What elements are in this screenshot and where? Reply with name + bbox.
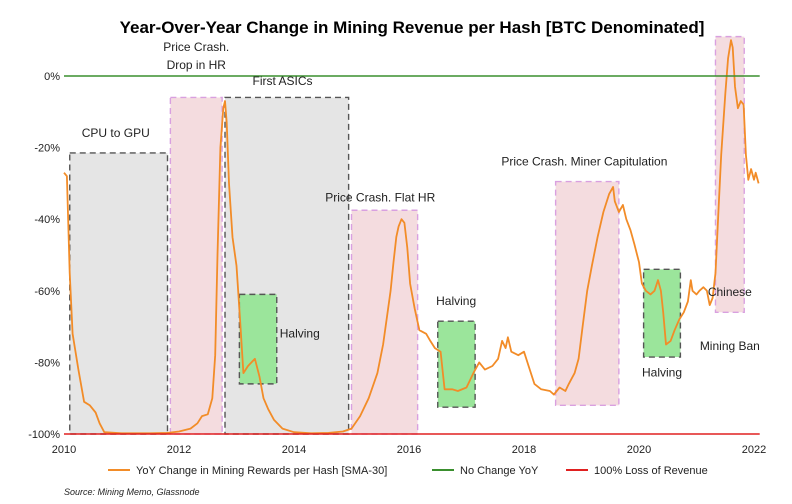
annotation-label: Halving bbox=[280, 326, 320, 340]
x-tick-label: 2020 bbox=[627, 444, 651, 456]
legend-label: YoY Change in Mining Rewards per Hash [S… bbox=[136, 465, 387, 477]
annotation-label: Halving bbox=[642, 366, 682, 380]
annotation-box-pink-4 bbox=[350, 209, 419, 435]
y-tick-label: -20% bbox=[34, 143, 60, 155]
annotation-label: CPU to GPU bbox=[82, 126, 150, 140]
legend-label: No Change YoY bbox=[460, 465, 539, 477]
annotation-label: Chinese bbox=[708, 285, 752, 299]
source-note: Source: Mining Memo, Glassnode bbox=[64, 487, 200, 497]
y-tick-label: -40% bbox=[34, 214, 60, 226]
x-tick-label: 2016 bbox=[397, 444, 421, 456]
annotation-box-pink-1 bbox=[169, 96, 223, 435]
annotation-label: Price Crash. Miner Capitulation bbox=[501, 155, 667, 169]
y-tick-label: 0% bbox=[44, 71, 60, 83]
x-tick-label: 2014 bbox=[282, 444, 306, 456]
annotation-labels: CPU to GPU Price Crash. Drop in HR First AS… bbox=[82, 40, 760, 380]
x-tick-label: 2010 bbox=[52, 444, 76, 456]
x-tick-label: 2012 bbox=[167, 444, 191, 456]
series-line-0 bbox=[63, 39, 760, 435]
annotation-label: Price Crash. Flat HR bbox=[325, 190, 435, 204]
x-tick-label: 2018 bbox=[512, 444, 536, 456]
legend: YoY Change in Mining Rewards per Hash [S… bbox=[108, 465, 708, 477]
annotation-label: Drop in HR bbox=[167, 58, 227, 72]
series-lines bbox=[63, 39, 760, 435]
chart-title: Year-Over-Year Change in Mining Revenue … bbox=[120, 18, 705, 37]
legend-label: 100% Loss of Revenue bbox=[594, 465, 708, 477]
annotation-label: Halving bbox=[436, 294, 476, 308]
y-tick-label: -100% bbox=[28, 429, 60, 441]
annotation-boxes bbox=[69, 35, 745, 435]
y-tick-label: -60% bbox=[34, 286, 60, 298]
axis-ticks: 0% -20% -40% -60% -80% -100% 2010 2012 2014 2016 2… bbox=[28, 71, 766, 456]
annotation-box-green-7 bbox=[642, 268, 682, 358]
x-tick-label: 2022 bbox=[742, 444, 766, 456]
annotation-label: Price Crash. bbox=[163, 40, 229, 54]
y-tick-label: -80% bbox=[34, 357, 60, 369]
annotation-box-grey-0 bbox=[69, 152, 169, 435]
annotation-label: Mining Ban bbox=[700, 339, 760, 353]
annotation-box-green-5 bbox=[437, 320, 476, 408]
annotation-label: First ASICs bbox=[252, 74, 312, 88]
